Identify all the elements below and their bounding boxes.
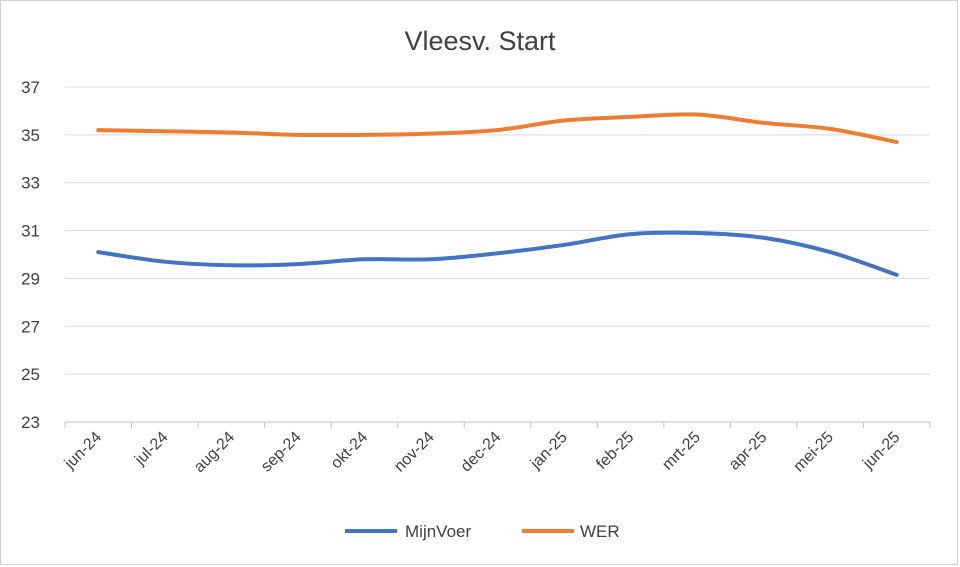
x-tick-label: mei-25 xyxy=(790,429,837,476)
y-tick-label: 27 xyxy=(21,317,40,336)
gridlines xyxy=(65,86,930,423)
y-tick-label: 25 xyxy=(21,365,40,384)
chart-title: Vleesv. Start xyxy=(404,26,556,56)
y-tick-label: 33 xyxy=(21,174,40,193)
legend-label-mijnvoer: MijnVoer xyxy=(405,522,471,541)
y-axis-ticks: 23 25 27 29 31 33 35 37 xyxy=(21,78,40,432)
x-tick-label: aug-24 xyxy=(191,429,238,476)
x-tick-label: dec-24 xyxy=(458,429,505,476)
y-tick-label: 37 xyxy=(21,78,40,97)
x-tick-label: jan-25 xyxy=(527,429,571,473)
x-tick-label: apr-25 xyxy=(726,429,771,474)
x-tick-label: mrt-25 xyxy=(659,429,704,474)
x-tick-label: jul-24 xyxy=(131,429,171,469)
x-tick-label: jun-25 xyxy=(859,429,903,473)
series-lines xyxy=(96,112,899,277)
series-line-mijnvoer xyxy=(96,230,899,277)
series-line-wer xyxy=(96,112,899,145)
y-tick-label: 29 xyxy=(21,269,40,288)
x-tick-label: feb-25 xyxy=(593,429,637,473)
x-axis: jun-24 jul-24 aug-24 sep-24 okt-24 nov-24 dec-… xyxy=(61,422,931,476)
legend: MijnVoer WER xyxy=(345,522,620,541)
y-tick-label: 35 xyxy=(21,126,40,145)
x-tick-label: nov-24 xyxy=(391,429,438,476)
legend-label-wer: WER xyxy=(580,522,620,541)
x-tick-label: okt-24 xyxy=(328,429,372,473)
y-tick-label: 31 xyxy=(21,222,40,241)
x-tick-label: jun-24 xyxy=(61,429,105,473)
x-tick-label: sep-24 xyxy=(258,429,305,476)
y-tick-label: 23 xyxy=(21,413,40,432)
